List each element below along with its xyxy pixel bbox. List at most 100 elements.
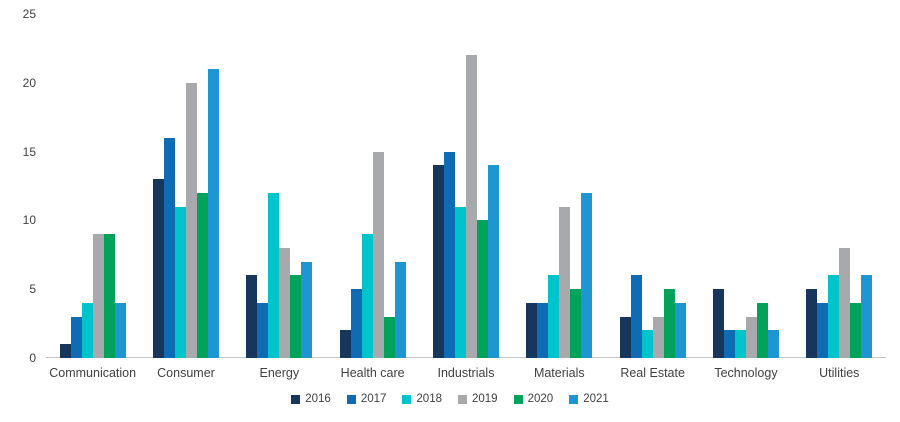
bar (723, 330, 735, 358)
legend-item: 2020 (513, 393, 554, 405)
bar (559, 206, 571, 358)
bar (663, 289, 675, 358)
bar (630, 275, 642, 358)
bar (641, 330, 653, 358)
bar (163, 137, 175, 358)
x-axis-label: Technology (714, 366, 778, 380)
bar (257, 302, 269, 358)
legend-item: 2016 (291, 393, 331, 405)
bar (745, 316, 757, 358)
legend-swatch-icon (291, 394, 301, 404)
bar (712, 289, 724, 358)
x-axis-label: Health care (340, 366, 405, 380)
bar (246, 275, 258, 358)
bar (103, 234, 115, 358)
bar (487, 165, 499, 358)
bar (92, 234, 104, 358)
bar (443, 151, 455, 358)
bar (619, 316, 631, 358)
bar (207, 69, 219, 358)
bar-group: Technology (699, 14, 792, 380)
legend-label: 2017 (360, 393, 387, 405)
bars (806, 14, 873, 358)
bar (301, 261, 313, 358)
legend-label: 2019 (472, 393, 498, 405)
bar (114, 302, 126, 358)
bar (81, 302, 93, 358)
x-axis-label: Energy (259, 366, 300, 380)
bar (476, 220, 488, 358)
x-axis-label: Materials (533, 366, 585, 380)
bar-groups: Communication Consumer Energy Health care In… (46, 14, 886, 380)
legend-item: 2019 (458, 393, 498, 405)
bars (59, 14, 126, 358)
x-axis-label: Real Estate (620, 366, 685, 380)
y-tick-label: 10 (22, 213, 36, 228)
legend-swatch-icon (458, 394, 467, 404)
bar (465, 55, 477, 358)
bar-group: Utilities (793, 14, 886, 380)
bars (619, 14, 686, 358)
x-axis-label: Industrials (437, 366, 495, 380)
legend-swatch-icon (346, 394, 356, 404)
bars (526, 14, 593, 358)
bar (570, 289, 582, 358)
legend-label: 2021 (583, 393, 609, 405)
x-axis-label: Consumer (157, 366, 215, 380)
bar (59, 344, 71, 358)
bar (383, 316, 395, 358)
legend-item: 2021 (569, 393, 609, 405)
legend-swatch-icon (569, 394, 579, 404)
bar (828, 275, 840, 358)
bars (712, 14, 779, 358)
bar (581, 192, 593, 358)
legend-label: 2018 (416, 393, 442, 405)
bar (817, 302, 829, 358)
bar (361, 234, 373, 358)
legend-item: 2018 (402, 393, 442, 405)
y-tick-label: 25 (22, 7, 36, 21)
bar (372, 151, 384, 358)
bar (767, 330, 779, 358)
plot-area: 0 5 10 15 20 25 Communication Consumer Energy Hea… (23, 8, 886, 380)
legend-label: 2016 (305, 393, 331, 405)
bar (196, 192, 208, 358)
bar (185, 82, 197, 358)
x-axis-label: Utilities (819, 366, 860, 380)
bar (454, 206, 466, 358)
bar (279, 247, 291, 358)
bar (268, 192, 280, 358)
bars (339, 14, 406, 358)
bars (432, 14, 499, 358)
bar-group: Health care (326, 14, 419, 380)
bars (152, 14, 219, 358)
bar-group: Materials (513, 14, 606, 380)
bar (174, 206, 186, 358)
bar-group: Industrials (419, 14, 512, 380)
bar (674, 302, 686, 358)
legend: 2016 2017 2018 2019 2020 2021 (0, 393, 900, 405)
bar (806, 289, 818, 358)
y-tick-label: 15 (22, 144, 36, 159)
bar (526, 302, 538, 358)
bar (548, 275, 560, 358)
bar (290, 275, 302, 358)
legend-item: 2017 (346, 393, 387, 405)
bar-group: Real Estate (606, 14, 699, 380)
legend-swatch-icon (513, 394, 523, 404)
bar (350, 289, 362, 358)
bars (246, 14, 313, 358)
legend-label: 2020 (527, 393, 554, 405)
bar (734, 330, 746, 358)
bar (339, 330, 351, 358)
bar (861, 275, 873, 358)
bar (70, 316, 82, 358)
bar (152, 179, 164, 358)
bar (850, 302, 862, 358)
y-tick-label: 5 (29, 282, 36, 297)
x-axis-label: Communication (49, 366, 137, 380)
bar (652, 316, 664, 358)
bar (537, 302, 549, 358)
bar-group: Energy (233, 14, 326, 380)
y-tick-label: 20 (22, 75, 36, 90)
